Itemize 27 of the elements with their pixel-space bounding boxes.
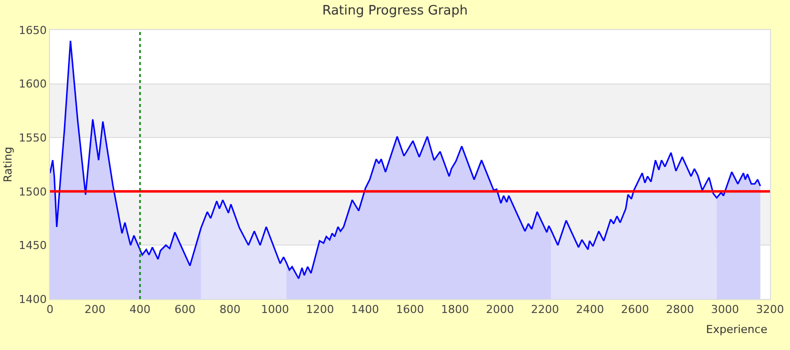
y-tick-label: 1500 <box>18 185 47 198</box>
x-tick-label: 600 <box>174 303 196 316</box>
y-axis-title: Rating <box>1 146 14 182</box>
x-tick-label: 1800 <box>441 303 469 316</box>
x-tick-label: 3200 <box>756 303 784 316</box>
x-tick-label: 1000 <box>261 303 289 316</box>
x-tick-label: 2800 <box>666 303 694 316</box>
x-tick-label: 2000 <box>486 303 514 316</box>
y-tick-label: 1550 <box>18 131 47 144</box>
y-tick-label: 1650 <box>18 24 47 37</box>
x-tick-label: 400 <box>130 303 150 316</box>
x-axis-title: Experience <box>706 323 768 336</box>
x-tick-label: 1200 <box>306 303 334 316</box>
y-tick-label: 1400 <box>18 292 47 306</box>
x-tick-label: 0 <box>46 303 54 316</box>
line-series <box>50 40 762 280</box>
y-tick-label: 1450 <box>18 239 47 252</box>
x-tick-label: 200 <box>84 303 106 316</box>
x-tick-label: 2600 <box>621 303 649 316</box>
x-tick-label: 2200 <box>531 303 559 316</box>
x-tick-label: 1600 <box>396 303 424 316</box>
x-tick-label: 1400 <box>351 303 379 316</box>
x-tick-label: 800 <box>220 303 240 316</box>
x-tick-label: 2400 <box>576 303 604 316</box>
y-tick-label: 1600 <box>18 78 47 91</box>
chart-title: Rating Progress Graph <box>322 3 468 18</box>
x-tick-label: 3000 <box>711 303 739 316</box>
